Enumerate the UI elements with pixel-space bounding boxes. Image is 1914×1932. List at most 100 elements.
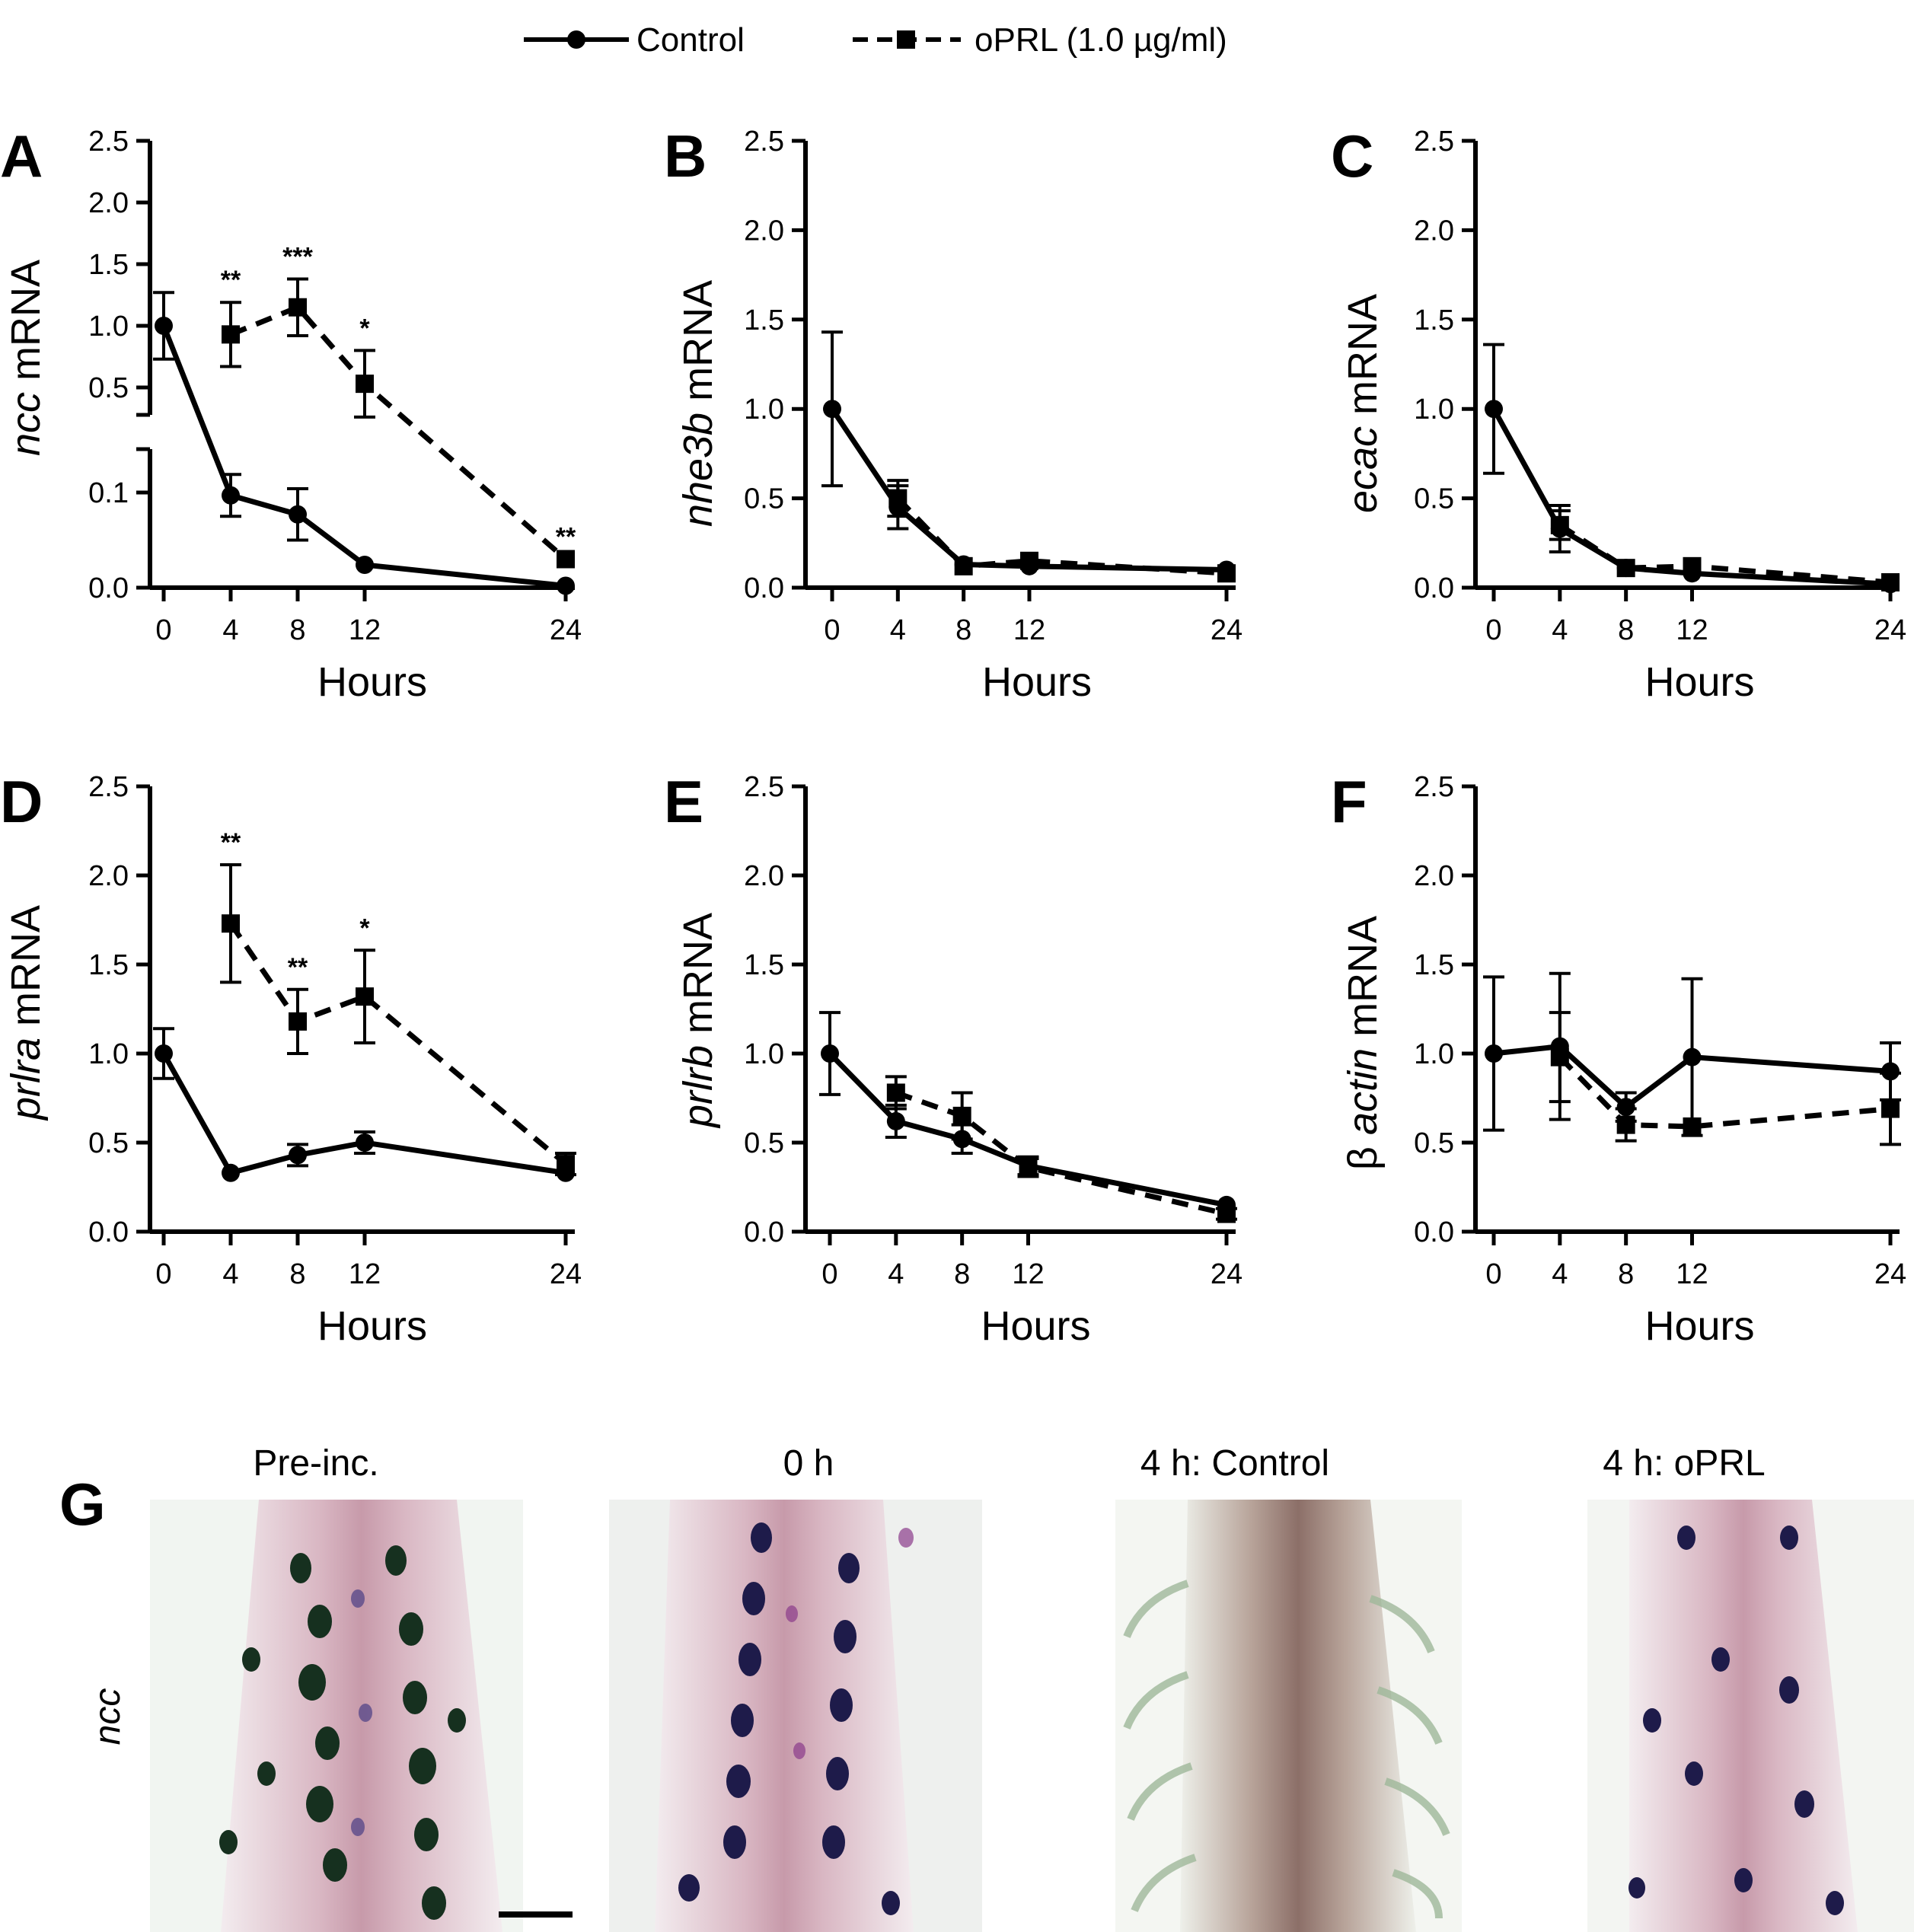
x-tick-label: 4: [888, 1258, 904, 1290]
marker-control: [289, 1146, 307, 1165]
x-axis-label: Hours: [1644, 1303, 1754, 1349]
x-tick-label: 12: [1013, 614, 1045, 646]
y-axis-label: β actin mRNA: [1340, 916, 1386, 1170]
y-tick-label: 1.0: [744, 1038, 784, 1070]
x-tick-label: 8: [289, 1258, 305, 1290]
marker-oprl: [1020, 551, 1038, 570]
micrograph-0h: [609, 1500, 982, 1932]
marker-control: [222, 486, 240, 505]
panel-letter-b: B: [664, 123, 707, 190]
y-tick-label: 2.5: [744, 771, 784, 803]
y-tick-label: 0.0: [88, 1216, 129, 1248]
x-axis-label: Hours: [317, 659, 427, 705]
x-tick-label: 12: [1676, 1258, 1708, 1290]
legend-oprl-label: oPRL (1.0 µg/ml): [975, 21, 1227, 59]
micrograph-4h-oprl: [1587, 1500, 1914, 1932]
y-tick-label: 2.0: [744, 215, 784, 247]
panel-letter-a: A: [0, 123, 43, 190]
y-tick-label: 0.5: [744, 1127, 784, 1159]
marker-oprl: [1550, 1047, 1569, 1066]
x-axis-label: Hours: [1644, 659, 1754, 705]
x-tick-label: 8: [1618, 614, 1634, 646]
marker-oprl: [222, 914, 240, 933]
y-tick-label: 2.5: [88, 771, 129, 803]
x-tick-label: 0: [821, 1258, 837, 1290]
legend-control-label: Control: [636, 21, 745, 59]
marker-oprl: [356, 375, 374, 394]
marker-oprl: [1550, 515, 1569, 534]
panel-letter-g: G: [59, 1471, 106, 1538]
significance-mark: *: [359, 913, 370, 942]
x-tick-label: 0: [155, 614, 171, 646]
panel-f: F 0.0 0.5 1.0 1.5 2.0 2.5 0 4 8 12 24 Hours β actin m…: [1331, 768, 1906, 1349]
x-tick-label: 24: [550, 614, 582, 646]
significance-mark: **: [221, 266, 241, 295]
x-tick-label: 8: [954, 1258, 970, 1290]
panel-letter-c: C: [1331, 123, 1373, 190]
x-tick-label: 12: [1012, 1258, 1044, 1290]
y-tick-label: 2.5: [88, 126, 129, 158]
y-tick-label: 0.5: [88, 372, 129, 404]
y-tick-label: 2.0: [1414, 860, 1454, 892]
x-tick-label: 0: [1485, 1258, 1501, 1290]
panel-letter-f: F: [1331, 768, 1367, 835]
marker-oprl: [1019, 1158, 1038, 1177]
marker-oprl: [954, 556, 973, 575]
series-line-oprl: [228, 922, 568, 1166]
series-line-oprl: [895, 496, 1227, 576]
y-tick-label: 1.5: [744, 304, 784, 336]
y-tick-label: 1.0: [1414, 1038, 1454, 1070]
y-tick-label: 0.0: [1414, 572, 1454, 604]
y-tick-label: 0.5: [88, 1127, 129, 1159]
y-axis-label: prlra mRNA: [3, 905, 49, 1121]
y-tick-label: 1.0: [88, 1038, 129, 1070]
significance-mark: **: [556, 523, 576, 552]
y-tick-label: 0.0: [1414, 1216, 1454, 1248]
marker-control: [222, 1163, 240, 1182]
marker-oprl: [289, 1012, 307, 1031]
significance-mark: **: [288, 953, 308, 982]
y-axis-label: ncc mRNA: [3, 260, 49, 456]
marker-control: [356, 1133, 374, 1152]
marker-control: [821, 1044, 839, 1063]
x-tick-label: 4: [222, 1258, 238, 1290]
series-line-oprl: [895, 1090, 1227, 1217]
x-tick-label: 8: [289, 614, 305, 646]
marker-oprl: [356, 987, 374, 1006]
marker-control: [823, 400, 841, 419]
marker-oprl: [1616, 1115, 1635, 1134]
y-tick-label: 2.5: [1414, 126, 1454, 158]
y-tick-label: 1.0: [88, 311, 129, 343]
x-tick-label: 4: [1552, 1258, 1568, 1290]
marker-control: [886, 1111, 905, 1130]
marker-oprl: [1616, 559, 1635, 578]
marker-oprl: [1217, 564, 1236, 583]
charts: A 0.5 1.0 1.5 2.0 2.5 0.0 0.1 0 4 8 12 24 Hours ncc mR…: [0, 123, 1906, 1349]
y-tick-label: 0.0: [88, 572, 129, 604]
y-tick-label: 2.0: [744, 860, 784, 892]
y-tick-label: 1.5: [1414, 949, 1454, 981]
series-line-oprl: [1558, 1055, 1891, 1130]
y-tick-label: 0.1: [88, 477, 129, 509]
marker-oprl: [1881, 1099, 1900, 1118]
x-axis-label: Hours: [982, 659, 1092, 705]
y-tick-label: 1.5: [88, 249, 129, 281]
marker-control: [1485, 400, 1503, 419]
x-tick-label: 4: [890, 614, 906, 646]
x-tick-label: 0: [155, 1258, 171, 1290]
y-tick-label: 0.0: [744, 1216, 784, 1248]
y-tick-label: 2.0: [1414, 215, 1454, 247]
panel-d: D 0.0 0.5 1.0 1.5 2.0 2.5 0 4 8 12 24 Hours prlra mRN…: [0, 768, 582, 1349]
marker-control: [155, 317, 173, 335]
marker-oprl: [1683, 556, 1702, 575]
marker-oprl: [1683, 1117, 1702, 1136]
x-tick-label: 24: [1874, 614, 1906, 646]
panel-letter-d: D: [0, 768, 43, 835]
series-line-oprl: [229, 304, 568, 562]
marker-control: [289, 505, 307, 524]
x-tick-label: 12: [349, 614, 381, 646]
legend-oprl-marker: [897, 30, 915, 49]
marker-control: [155, 1044, 173, 1063]
x-tick-label: 8: [1618, 1258, 1634, 1290]
panel-g: G ncc Pre-inc. 0 h 4 h: Control 4 h: oPR…: [59, 1443, 1914, 1932]
